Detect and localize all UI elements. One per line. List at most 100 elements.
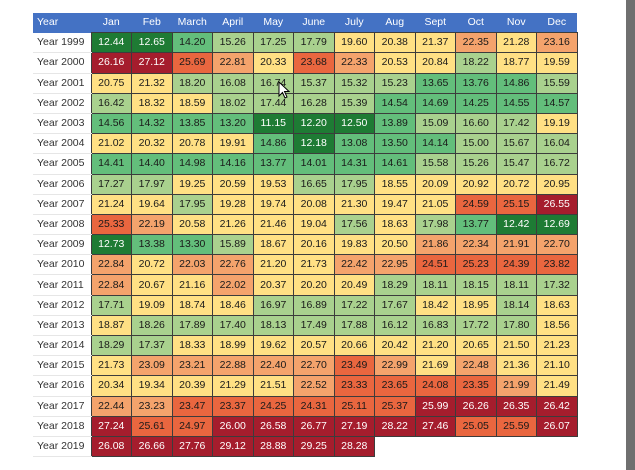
data-cell[interactable]: 19.04 (293, 213, 335, 236)
data-cell[interactable]: 14.40 (131, 153, 173, 175)
data-cell[interactable]: 17.25 (252, 32, 294, 54)
row-label[interactable]: Year 2011 (33, 274, 91, 296)
row-label[interactable]: Year 2018 (33, 416, 91, 437)
data-cell[interactable]: 22.42 (333, 254, 375, 276)
row-label[interactable]: Year 2009 (33, 234, 91, 256)
data-cell[interactable]: 26.66 (131, 435, 173, 458)
data-cell[interactable]: 17.40 (212, 314, 254, 337)
data-cell[interactable]: 17.98 (414, 213, 456, 236)
data-cell[interactable]: 20.84 (414, 52, 456, 74)
data-cell[interactable]: 21.24 (90, 193, 132, 215)
data-cell[interactable]: 25.37 (374, 395, 416, 417)
data-cell[interactable]: 13.30 (171, 234, 213, 256)
data-cell[interactable]: 12.44 (90, 32, 132, 54)
data-cell[interactable]: 21.46 (252, 213, 294, 236)
data-cell[interactable]: 21.69 (414, 355, 456, 377)
data-cell[interactable]: 22.99 (374, 355, 416, 377)
data-cell[interactable]: 15.37 (293, 72, 335, 94)
data-cell[interactable]: 15.26 (455, 153, 497, 175)
data-cell[interactable]: 14.86 (252, 133, 294, 155)
header-sept[interactable]: Sept (415, 13, 456, 33)
header-aug[interactable]: Aug (374, 13, 415, 33)
row-label[interactable]: Year 2010 (33, 254, 91, 276)
data-cell[interactable]: 17.27 (90, 173, 132, 195)
data-cell[interactable]: 20.75 (90, 72, 132, 94)
data-cell[interactable]: 20.65 (455, 334, 497, 357)
data-cell[interactable]: 16.12 (374, 314, 416, 337)
data-cell[interactable]: 17.79 (293, 32, 335, 54)
data-cell[interactable]: 14.14 (414, 133, 456, 155)
data-cell[interactable]: 25.05 (455, 415, 497, 437)
data-cell[interactable]: 18.20 (171, 72, 213, 94)
header-year[interactable]: Year (33, 13, 91, 33)
row-label[interactable]: Year 2015 (33, 355, 91, 377)
data-cell[interactable]: 20.78 (171, 133, 213, 155)
data-cell[interactable]: 23.47 (171, 395, 213, 417)
data-cell[interactable]: 20.42 (374, 334, 416, 357)
data-cell[interactable]: 23.35 (455, 375, 497, 397)
data-cell[interactable]: 18.95 (455, 294, 497, 316)
data-cell[interactable]: 12.20 (293, 112, 335, 135)
data-cell[interactable]: 18.46 (212, 294, 254, 316)
data-cell[interactable]: 13.76 (455, 72, 497, 94)
data-cell[interactable]: 14.61 (374, 153, 416, 175)
data-cell[interactable]: 16.04 (536, 133, 578, 155)
data-cell[interactable]: 20.66 (333, 334, 375, 357)
data-cell[interactable]: 24.08 (414, 375, 456, 397)
row-label[interactable]: Year 2006 (33, 174, 91, 195)
data-cell[interactable]: 22.95 (374, 254, 416, 276)
data-cell[interactable]: 12.42 (495, 213, 537, 236)
data-cell[interactable]: 22.33 (333, 52, 375, 74)
data-cell[interactable]: 14.69 (414, 92, 456, 114)
data-cell[interactable]: 20.95 (536, 173, 578, 195)
data-cell[interactable]: 25.33 (90, 213, 132, 236)
data-cell[interactable]: 20.08 (293, 193, 335, 215)
row-label[interactable]: Year 2002 (33, 93, 91, 114)
data-cell[interactable]: 26.35 (495, 395, 537, 417)
data-cell[interactable]: 18.67 (252, 234, 294, 256)
header-oct[interactable]: Oct (455, 13, 496, 33)
data-cell[interactable]: 19.60 (333, 32, 375, 54)
data-cell[interactable]: 14.16 (212, 153, 254, 175)
data-cell[interactable]: 20.72 (131, 254, 173, 276)
data-cell[interactable]: 13.77 (252, 153, 294, 175)
data-cell[interactable]: 17.95 (333, 173, 375, 195)
data-cell[interactable]: 22.70 (293, 355, 335, 377)
data-cell[interactable]: 14.25 (455, 92, 497, 114)
data-cell[interactable]: 20.92 (455, 173, 497, 195)
header-april[interactable]: April (212, 13, 253, 33)
data-cell[interactable]: 17.49 (293, 314, 335, 337)
data-cell[interactable]: 14.41 (90, 153, 132, 175)
data-cell[interactable]: 28.22 (374, 415, 416, 437)
row-label[interactable]: Year 2013 (33, 315, 91, 337)
data-cell[interactable]: 17.88 (333, 314, 375, 337)
data-cell[interactable]: 18.63 (536, 294, 578, 316)
data-cell[interactable]: 25.99 (414, 395, 456, 417)
data-cell[interactable]: 13.77 (455, 213, 497, 236)
data-cell[interactable]: 15.67 (495, 133, 537, 155)
data-cell[interactable]: 19.09 (131, 294, 173, 316)
row-label[interactable]: Year 2014 (33, 335, 91, 357)
data-cell[interactable]: 18.13 (252, 314, 294, 337)
data-cell[interactable]: 17.37 (131, 334, 173, 357)
data-cell[interactable]: 16.42 (90, 92, 132, 114)
data-cell[interactable]: 26.07 (536, 415, 578, 437)
data-cell[interactable]: 26.08 (90, 435, 132, 458)
data-cell[interactable]: 17.42 (495, 112, 537, 135)
data-cell[interactable]: 17.32 (536, 274, 578, 296)
header-dec[interactable]: Dec (536, 13, 577, 33)
data-cell[interactable]: 14.55 (495, 92, 537, 114)
data-cell[interactable]: 16.89 (293, 294, 335, 316)
data-cell[interactable]: 17.71 (90, 294, 132, 316)
row-label[interactable]: Year 2016 (33, 375, 91, 397)
data-cell[interactable]: 15.00 (455, 133, 497, 155)
data-cell[interactable]: 20.67 (131, 274, 173, 296)
data-cell[interactable]: 21.28 (495, 32, 537, 54)
data-cell[interactable]: 18.22 (455, 52, 497, 74)
data-cell[interactable]: 12.65 (131, 32, 173, 54)
data-cell[interactable]: 16.60 (455, 112, 497, 135)
data-cell[interactable]: 23.09 (131, 355, 173, 377)
data-cell[interactable]: 21.23 (536, 334, 578, 357)
row-label[interactable]: Year 2005 (33, 153, 91, 175)
data-cell[interactable]: 18.32 (131, 92, 173, 114)
